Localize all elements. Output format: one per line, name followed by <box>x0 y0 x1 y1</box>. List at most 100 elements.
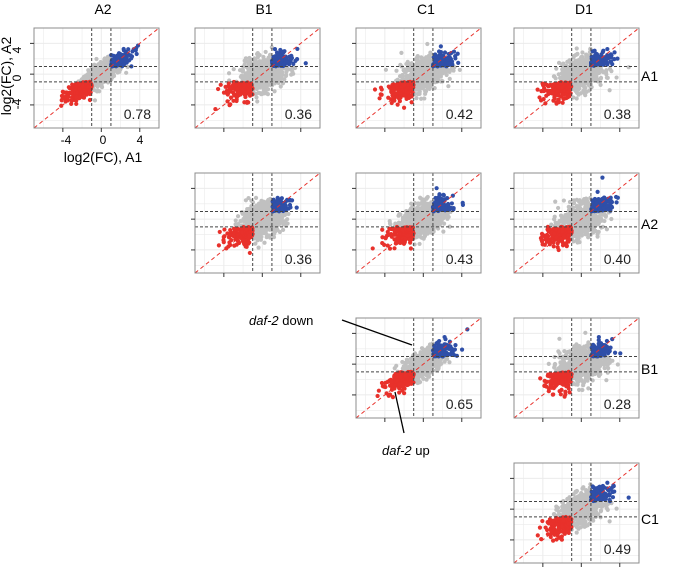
down-point <box>456 60 461 66</box>
neutral-point <box>434 68 439 74</box>
neutral-point <box>270 214 275 219</box>
neutral-point <box>278 220 283 225</box>
neutral-point <box>605 75 610 81</box>
identity-line <box>34 28 159 128</box>
up-point <box>244 100 250 105</box>
up-point <box>243 227 249 232</box>
up-point <box>215 86 221 92</box>
neutral-point <box>598 82 603 88</box>
neutral-point <box>95 78 100 83</box>
neutral-point <box>577 83 583 88</box>
scatter-panel-a1-d1: 0.38 <box>510 27 640 132</box>
neutral-point <box>626 65 631 70</box>
neutral-point <box>282 77 287 82</box>
up-point <box>87 89 92 94</box>
neutral-point <box>407 62 413 67</box>
neutral-point <box>238 219 243 224</box>
down-point <box>275 51 280 56</box>
axis-ticks <box>352 42 463 132</box>
up-point <box>77 86 82 92</box>
neutral-point <box>255 229 261 234</box>
up-point <box>555 84 560 89</box>
down-point <box>435 54 440 60</box>
neutral-point <box>254 95 259 100</box>
up-point <box>246 88 251 93</box>
up-point <box>541 97 546 102</box>
neutral-point <box>105 54 110 59</box>
down-point <box>272 46 278 52</box>
neutral-point <box>246 61 251 67</box>
neutral-point <box>572 73 577 78</box>
up-point <box>552 93 557 99</box>
neutral-point <box>248 75 253 80</box>
neutral-point <box>400 72 405 78</box>
identity-line <box>195 28 320 128</box>
neutral-point <box>551 74 557 79</box>
down-point <box>281 50 286 55</box>
neutral-point <box>571 55 576 60</box>
up-point <box>543 101 548 106</box>
up-point <box>559 81 564 86</box>
neutral-point <box>253 204 258 209</box>
neutral-point <box>99 85 105 90</box>
gridlines <box>195 28 320 128</box>
up-point <box>87 97 93 103</box>
neutral-point <box>418 195 423 200</box>
neutral-point <box>415 81 420 86</box>
down-point <box>594 55 599 60</box>
down-point <box>119 59 124 64</box>
neutral-point <box>261 219 266 224</box>
down-point <box>303 61 308 66</box>
neutral-point <box>81 77 86 82</box>
correlation-label: 0.42 <box>446 106 473 122</box>
neutral-point <box>580 72 585 77</box>
neutral-point <box>423 88 428 94</box>
neutral-point <box>426 68 431 73</box>
up-point <box>547 90 552 96</box>
neutral-point <box>582 91 587 96</box>
neutral-point <box>99 69 104 74</box>
down-point <box>603 61 608 66</box>
down-point <box>608 59 614 64</box>
up-point <box>551 98 556 103</box>
neutral-point <box>266 80 271 85</box>
neutral-point <box>388 222 393 227</box>
up-point <box>241 238 247 243</box>
data-points <box>535 46 631 106</box>
correlation-label: 0.36 <box>285 106 312 122</box>
up-point <box>372 87 378 92</box>
down-point <box>442 50 448 55</box>
up-point <box>541 83 546 88</box>
down-point <box>606 55 611 60</box>
neutral-point <box>258 237 264 242</box>
neutral-point <box>97 89 102 94</box>
neutral-point <box>261 60 267 65</box>
threshold-lines <box>356 28 481 128</box>
neutral-point <box>571 95 576 100</box>
neutral-point <box>102 76 107 81</box>
up-point <box>218 82 223 87</box>
up-point <box>567 84 572 89</box>
up-point <box>237 83 242 88</box>
up-point <box>74 95 79 100</box>
neutral-point <box>289 67 294 72</box>
down-point <box>128 53 133 58</box>
neutral-point <box>226 71 232 76</box>
down-point <box>280 207 285 212</box>
up-point <box>221 240 226 245</box>
column-header-c1: C1 <box>417 1 435 17</box>
up-point <box>562 88 567 93</box>
neutral-point <box>441 229 446 234</box>
neutral-point <box>125 64 130 70</box>
up-point <box>556 100 562 105</box>
down-point <box>605 46 610 52</box>
neutral-point <box>422 96 427 101</box>
neutral-point <box>233 218 238 223</box>
up-point <box>397 99 402 104</box>
down-point <box>435 61 440 67</box>
up-point <box>228 95 234 100</box>
row-label-a1: A1 <box>641 68 658 84</box>
neutral-point <box>242 62 247 67</box>
down-point <box>455 51 460 56</box>
neutral-point <box>246 212 251 218</box>
